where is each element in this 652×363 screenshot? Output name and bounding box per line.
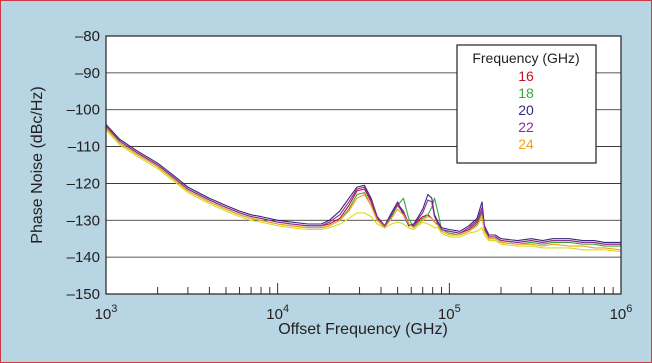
x-tick-exponent: 3 bbox=[111, 303, 117, 315]
series-line-24 bbox=[105, 127, 622, 251]
y-axis-tick-labels: –150 –140 –130 –120 –110 –100 –90 –80 bbox=[67, 28, 100, 303]
legend-entry-22: 22 bbox=[518, 119, 534, 135]
plot-frame bbox=[105, 35, 622, 295]
legend-entry-24: 24 bbox=[518, 136, 534, 152]
x-tick-exponent: 5 bbox=[455, 303, 461, 315]
x-tick-label: 103 bbox=[95, 303, 118, 323]
x-tick-exponent: 4 bbox=[283, 303, 289, 315]
legend-entry-20: 20 bbox=[518, 102, 534, 118]
legend-box bbox=[456, 44, 597, 164]
y-tick-label: –120 bbox=[67, 175, 100, 192]
legend-entry-16: 16 bbox=[518, 68, 534, 84]
y-tick-label: –90 bbox=[75, 65, 100, 82]
y-tick-label: –150 bbox=[67, 286, 100, 303]
x-axis-tick-labels: 103 104 105 106 bbox=[95, 303, 633, 323]
y-axis-title: Phase Noise (dBc/Hz) bbox=[29, 86, 46, 243]
series-line-unlabeled bbox=[105, 129, 622, 253]
series-lines bbox=[105, 124, 622, 253]
x-tick-label: 105 bbox=[438, 303, 461, 323]
x-tick-label: 104 bbox=[266, 303, 289, 323]
y-tick-label: –140 bbox=[67, 249, 100, 266]
x-tick-exponent: 6 bbox=[626, 303, 632, 315]
x-axis-ticks bbox=[105, 283, 614, 294]
x-axis-title: Offset Frequency (GHz) bbox=[278, 321, 448, 338]
series-line-20 bbox=[105, 124, 621, 243]
y-tick-label: –110 bbox=[68, 139, 100, 156]
x-tick-label: 106 bbox=[610, 303, 633, 323]
legend-title: Frequency (GHz) bbox=[472, 50, 579, 66]
y-tick-label: –130 bbox=[67, 212, 100, 229]
x-tick-base: 10 bbox=[438, 306, 455, 323]
y-tick-label: –80 bbox=[75, 28, 100, 45]
x-tick-base: 10 bbox=[266, 306, 283, 323]
x-tick-base: 10 bbox=[95, 306, 112, 323]
x-tick-base: 10 bbox=[610, 306, 627, 323]
legend-entry-18: 18 bbox=[518, 85, 534, 101]
y-tick-label: –100 bbox=[67, 102, 100, 119]
